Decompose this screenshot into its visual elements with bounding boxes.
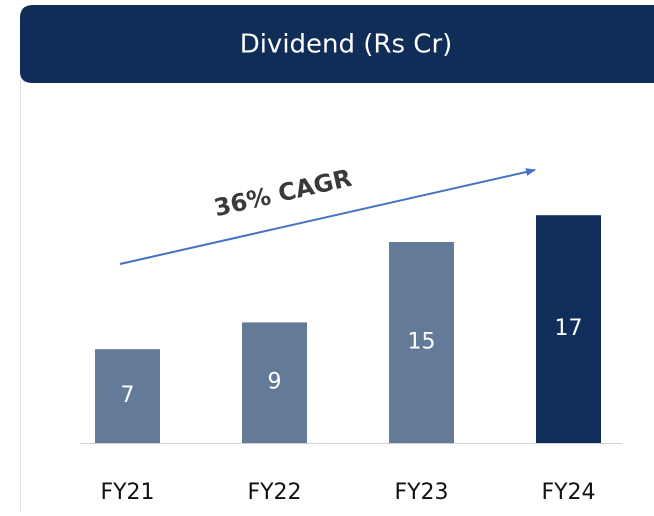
bar [95, 349, 160, 443]
data-label: 17 [555, 316, 583, 341]
x-tick-label: FY24 [541, 480, 595, 505]
title-banner [20, 5, 654, 83]
data-label: 9 [268, 370, 282, 395]
data-label: 15 [408, 330, 436, 355]
x-tick-label: FY22 [247, 480, 301, 505]
chart-title: Dividend (Rs Cr) [240, 30, 453, 60]
bar [242, 322, 307, 443]
data-label: 7 [121, 383, 135, 408]
bar [389, 242, 454, 443]
x-tick-label: FY23 [394, 480, 448, 505]
x-tick-label: FY21 [100, 480, 154, 505]
annotation: 36% CAGR [211, 164, 354, 222]
cagr-arrow [119, 168, 536, 265]
bar [536, 215, 601, 443]
